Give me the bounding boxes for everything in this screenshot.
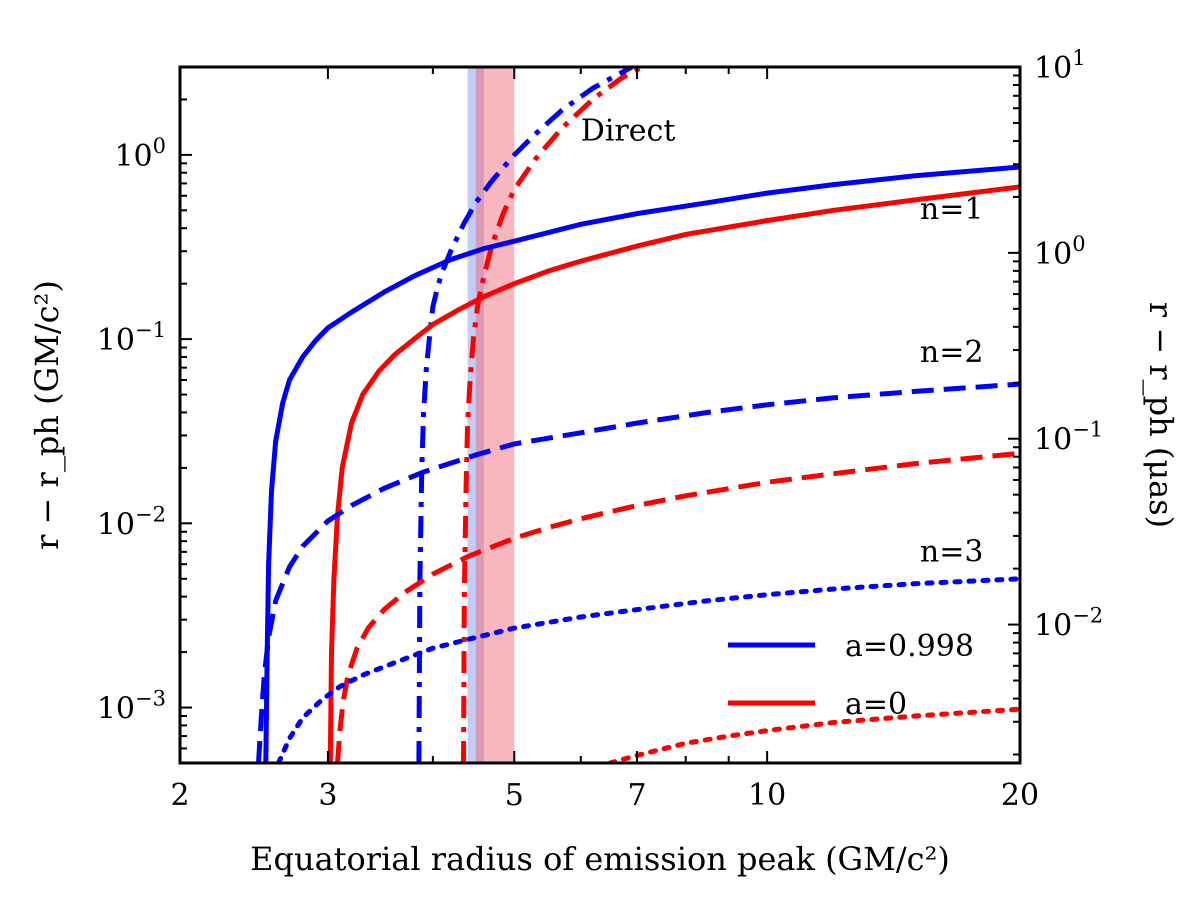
y-left-tick-label: 10−2 xyxy=(97,502,166,542)
x-tick-label-7: 7 xyxy=(627,778,646,813)
series-a-0-998-n-2 xyxy=(256,381,1020,763)
annotation-direct: Direct xyxy=(581,113,676,148)
axis-ticks xyxy=(179,66,1021,764)
y-left-tick-label: 10−1 xyxy=(97,318,166,358)
series-a-0-n-2 xyxy=(335,450,1020,763)
y-right-tick-label: 10−2 xyxy=(1034,604,1103,644)
annotation-n-3: n=3 xyxy=(920,535,984,570)
y-right-tick-label: 101 xyxy=(1034,46,1086,86)
plot-frame xyxy=(178,65,1022,765)
series-a-0-998-n-1 xyxy=(263,164,1020,763)
x-tick-label-3: 3 xyxy=(318,778,337,813)
y-right-tick-label: 10−1 xyxy=(1034,418,1103,458)
annotations: Direct n=1 n=2 n=3 xyxy=(581,113,984,569)
x-tick-label-5: 5 xyxy=(505,778,524,813)
y-left-tick-label: 10−3 xyxy=(97,687,166,727)
series-a-0-998-n-3 xyxy=(276,576,1020,763)
x-tick-label-2: 2 xyxy=(170,778,189,813)
series-a-0-n-1 xyxy=(327,184,1020,763)
x-axis-title: Equatorial radius of emission peak (GM/c… xyxy=(250,840,950,878)
annotation-n-1: n=1 xyxy=(920,192,984,227)
x-tick-label-20: 20 xyxy=(1001,778,1039,813)
x-tick-label-10: 10 xyxy=(748,778,786,813)
band-0 xyxy=(467,67,484,763)
legend-label-a-0: a=0 xyxy=(845,687,907,722)
legend-label-a-0-998: a=0.998 xyxy=(845,629,974,664)
y-right-tick-label: 100 xyxy=(1034,232,1086,272)
series-group xyxy=(256,67,1020,763)
y-axis-right-title: r − r_ph (μas) xyxy=(1142,302,1180,528)
highlight-bands xyxy=(467,67,515,763)
y-left-tick-label: 100 xyxy=(114,134,166,174)
series-a-0-direct xyxy=(461,67,644,763)
y-axis-left-title: r − r_ph (GM/c²) xyxy=(28,280,66,550)
axis-tick-labels: 2 3 5 7 10 20 10−3 10−2 10−1 100 10−2 10−1 100 101 xyxy=(97,46,1103,813)
series-a-0-n-3 xyxy=(607,706,1020,763)
annotation-n-2: n=2 xyxy=(920,335,984,370)
band-1 xyxy=(475,67,515,763)
legend: a=0.998 a=0 xyxy=(728,629,974,722)
